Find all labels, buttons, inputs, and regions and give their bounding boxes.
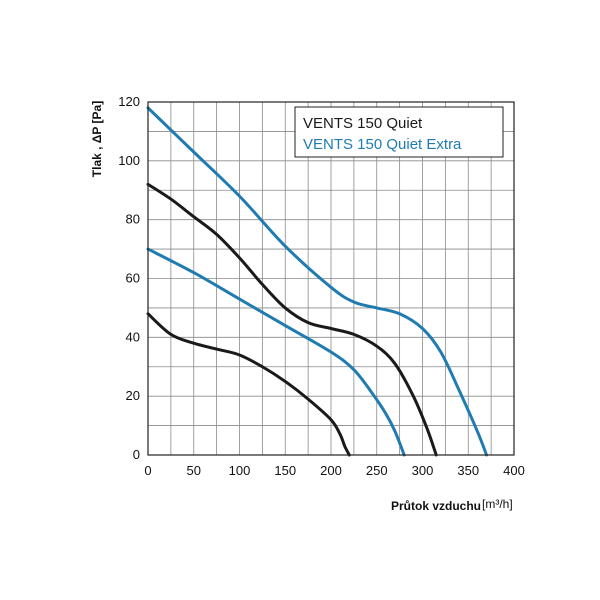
series-line-4 (146, 106, 489, 457)
series-line-2 (146, 182, 438, 457)
plot-frame (147, 101, 515, 456)
series-group (146, 106, 489, 457)
y-tick-label: 40 (126, 329, 140, 344)
y-tick-label: 20 (126, 388, 140, 403)
x-axis-title: Průtok vzduchu (391, 499, 481, 513)
x-tick-label: 400 (503, 463, 525, 478)
x-tick-label: 0 (144, 463, 151, 478)
series-line-1 (146, 312, 351, 457)
y-tick-label: 80 (126, 212, 140, 227)
legend-box (294, 106, 504, 158)
x-tick-label: 150 (274, 463, 296, 478)
y-tick-label: 120 (118, 94, 140, 109)
y-axis-title: Tlak , ΔP [Pa] (90, 101, 104, 177)
legend: VENTS 150 Quiet VENTS 150 Quiet Extra (294, 106, 504, 158)
legend-entry-vents-150-quiet: VENTS 150 Quiet (303, 115, 423, 132)
y-tick-label: 100 (118, 153, 140, 168)
x-tick-label: 250 (366, 463, 388, 478)
y-tick-label: 60 (126, 271, 140, 286)
y-tick-label: 0 (133, 447, 140, 462)
x-tick-label: 100 (229, 463, 251, 478)
legend-entry-vents-150-quiet-extra: VENTS 150 Quiet Extra (303, 136, 462, 153)
x-tick-label: 50 (187, 463, 201, 478)
x-axis-ticks: 0 50 100 150 200 250 300 350 400 (144, 463, 524, 478)
y-axis-ticks: 0 20 40 60 80 100 120 (118, 94, 140, 462)
x-tick-label: 200 (320, 463, 342, 478)
x-tick-label: 300 (412, 463, 434, 478)
x-tick-label: 350 (457, 463, 479, 478)
series-line-3 (146, 247, 406, 457)
x-axis-unit: [m³/h] (482, 497, 513, 511)
